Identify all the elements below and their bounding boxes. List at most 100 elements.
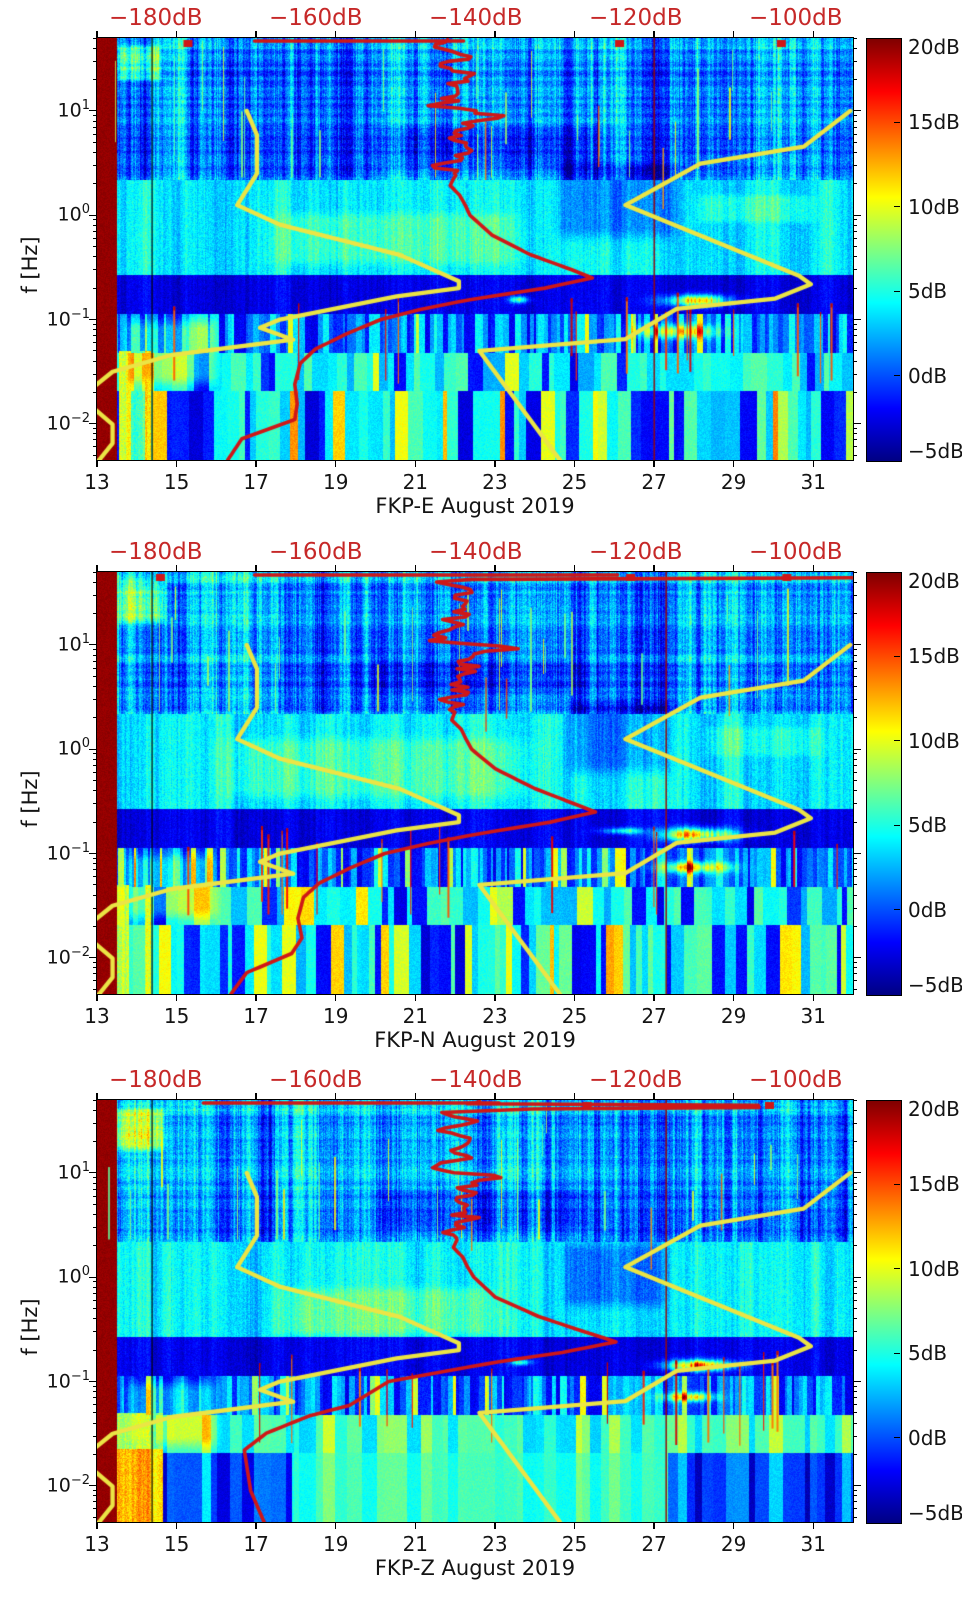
y-tick-label: 100 xyxy=(57,1264,90,1288)
y-minor-tick-right xyxy=(853,803,857,805)
db-axis-label: −140dB xyxy=(429,1067,523,1093)
db-axis-label: −140dB xyxy=(429,5,523,31)
colorbar-tick-label: 5dB xyxy=(908,279,948,304)
db-axis-label: −180dB xyxy=(109,539,203,565)
y-minor-tick xyxy=(93,753,97,755)
y-minor-tick xyxy=(93,1318,97,1320)
colorbar-tick-mark xyxy=(894,740,900,742)
db-axis-label: −100dB xyxy=(749,1067,843,1093)
y-tick-mark-right xyxy=(853,110,861,112)
y-minor-tick-right xyxy=(853,373,857,375)
y-minor-tick xyxy=(93,1226,97,1228)
y-minor-tick-right xyxy=(853,1404,857,1406)
colorbar-tick-mark xyxy=(894,375,900,377)
y-minor-tick-right xyxy=(853,1299,857,1301)
colorbar-tick-label: 0dB xyxy=(908,1425,948,1450)
y-minor-tick-right xyxy=(853,454,857,456)
y-minor-tick xyxy=(93,237,97,239)
x-tick-label: 29 xyxy=(720,1532,747,1556)
y-minor-tick xyxy=(93,988,97,990)
y-minor-tick-right xyxy=(853,649,857,651)
y-minor-tick xyxy=(93,360,97,362)
y-minor-tick xyxy=(93,1177,97,1179)
x-tick-label: 23 xyxy=(482,470,508,494)
x-tick-mark-top xyxy=(494,31,496,38)
x-tick-mark xyxy=(573,994,576,1001)
x-tick-label: 13 xyxy=(84,470,110,494)
y-minor-tick xyxy=(93,821,97,823)
x-tick-mark-top xyxy=(812,1093,814,1100)
x-tick-mark-top xyxy=(573,31,576,38)
x-tick-mark-top xyxy=(573,1093,576,1100)
y-minor-tick xyxy=(93,329,97,331)
y-minor-tick xyxy=(93,973,97,975)
x-tick-mark-top xyxy=(494,565,496,572)
y-minor-tick xyxy=(93,1286,97,1288)
x-tick-mark-top xyxy=(255,1093,257,1100)
x-tick-mark xyxy=(494,994,496,1001)
x-tick-mark xyxy=(653,994,655,1001)
y-minor-tick xyxy=(93,758,97,760)
y-tick-label: 101 xyxy=(57,1159,90,1184)
y-minor-tick-right xyxy=(853,1453,857,1455)
x-tick-mark xyxy=(96,1522,98,1529)
spectrogram-canvas-fkp-z xyxy=(97,1100,853,1522)
colorbar xyxy=(866,572,902,996)
y-minor-tick-right xyxy=(853,120,857,122)
y-minor-tick-right xyxy=(853,126,857,128)
y-minor-tick-right xyxy=(853,1331,857,1333)
y-minor-tick xyxy=(93,287,97,289)
x-tick-mark-top xyxy=(732,1093,735,1100)
y-minor-tick xyxy=(93,1435,97,1437)
y-minor-tick xyxy=(93,594,97,596)
y-minor-tick xyxy=(93,391,97,393)
y-tick-mark xyxy=(89,1380,97,1383)
y-minor-tick xyxy=(93,373,97,375)
x-tick-label: 25 xyxy=(561,1532,588,1556)
y-tick-label: 101 xyxy=(57,97,90,122)
y-minor-tick xyxy=(93,454,97,456)
y-minor-tick xyxy=(93,1331,97,1333)
y-minor-tick xyxy=(93,571,97,573)
db-axis-label: −160dB xyxy=(269,1067,363,1093)
db-axis-label: −140dB xyxy=(429,539,523,565)
y-minor-tick xyxy=(93,183,97,185)
y-minor-tick-right xyxy=(853,790,857,792)
x-tick-mark-top xyxy=(335,1093,337,1100)
y-tick-mark-right xyxy=(853,1276,861,1278)
y-minor-tick xyxy=(93,350,97,352)
x-tick-mark xyxy=(414,994,416,1001)
y-tick-label: 10−2 xyxy=(46,1472,90,1497)
x-tick-label: 17 xyxy=(243,1532,269,1556)
y-tick-mark-right xyxy=(853,852,861,855)
y-tick-mark xyxy=(89,318,97,321)
y-minor-tick-right xyxy=(853,1501,857,1503)
y-minor-tick-right xyxy=(853,183,857,185)
x-tick-mark xyxy=(335,1522,337,1529)
y-minor-tick-right xyxy=(853,37,857,39)
x-axis-title: FKP-E August 2019 xyxy=(375,494,575,518)
y-minor-tick-right xyxy=(853,907,857,909)
y-minor-tick xyxy=(93,613,97,614)
y-minor-tick xyxy=(93,803,97,805)
colorbar xyxy=(866,1100,902,1524)
y-minor-tick-right xyxy=(853,391,857,393)
y-minor-tick xyxy=(93,1385,97,1387)
x-tick-mark xyxy=(255,1522,257,1529)
x-tick-mark xyxy=(175,1522,178,1529)
x-tick-label: 17 xyxy=(243,1004,269,1028)
y-minor-tick-right xyxy=(853,1349,857,1351)
y-minor-tick xyxy=(93,667,97,669)
y-minor-tick-right xyxy=(853,857,857,859)
x-tick-mark-top xyxy=(175,1093,178,1100)
colorbar-tick-mark xyxy=(894,909,900,911)
colorbar-tick-mark xyxy=(894,206,900,208)
x-tick-mark xyxy=(175,460,178,467)
y-minor-tick-right xyxy=(853,753,857,755)
y-minor-tick xyxy=(93,967,97,969)
y-minor-tick-right xyxy=(853,329,857,331)
y-minor-tick xyxy=(93,980,97,982)
y-tick-mark xyxy=(89,957,97,959)
y-minor-tick-right xyxy=(853,1226,857,1228)
colorbar-tick-label: 0dB xyxy=(908,363,948,388)
